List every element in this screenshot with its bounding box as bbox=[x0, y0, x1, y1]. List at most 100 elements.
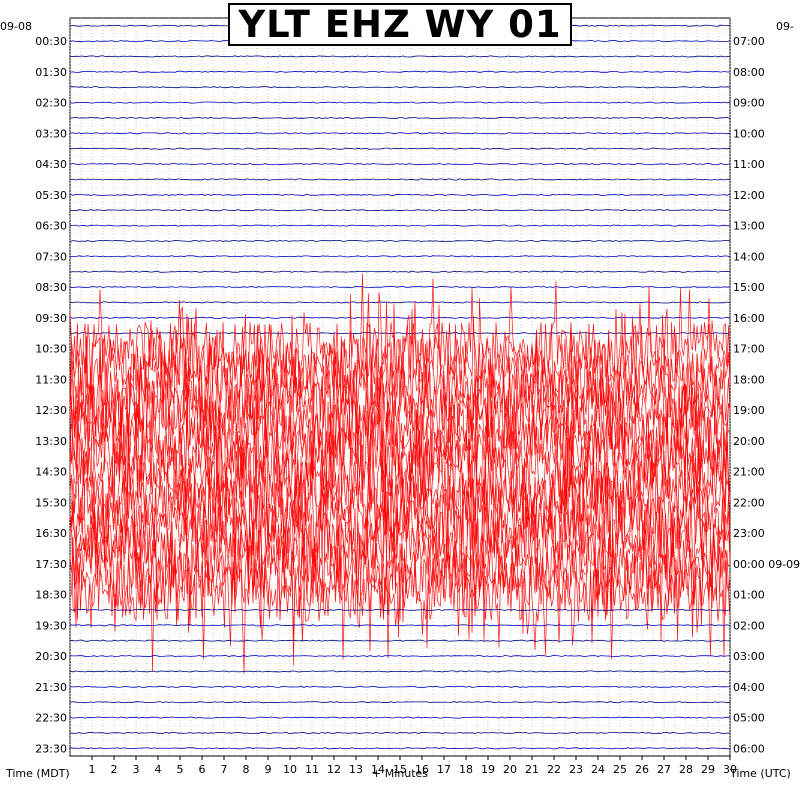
left-tick-label: 23:30 bbox=[35, 742, 67, 755]
right-tick-label: 13:00 bbox=[733, 220, 765, 233]
right-tick-label: 15:00 bbox=[733, 281, 765, 294]
trace-row bbox=[69, 270, 731, 273]
left-tick-label: 08:30 bbox=[35, 281, 67, 294]
trace-row bbox=[69, 301, 731, 304]
trace-row bbox=[69, 731, 731, 734]
trace-row bbox=[69, 608, 731, 611]
trace-row bbox=[69, 193, 731, 196]
left-tick-label: 18:30 bbox=[35, 589, 67, 602]
trace-row bbox=[69, 486, 731, 642]
trace-row bbox=[70, 209, 731, 212]
x-tick-label: 28 bbox=[679, 763, 693, 776]
trace-row bbox=[69, 670, 731, 673]
trace-row bbox=[69, 639, 731, 642]
left-tick-label: 14:30 bbox=[35, 466, 67, 479]
left-tick-label: 09:30 bbox=[35, 312, 67, 325]
x-tick-label: 9 bbox=[265, 763, 272, 776]
right-tick-label: 20:00 bbox=[733, 435, 765, 448]
right-time-ticks: 07:00 08:00 09:00 10:00 11:00 12:00 13:00 14:00… bbox=[733, 35, 800, 755]
start-date-left: 09-08 bbox=[0, 20, 32, 33]
left-tick-label: 06:30 bbox=[35, 220, 67, 233]
right-tick-label: 05:00 bbox=[733, 712, 765, 725]
left-tick-label: 01:30 bbox=[35, 66, 67, 79]
left-tick-label: 07:30 bbox=[35, 250, 67, 263]
x-axis-label: + Minutes bbox=[372, 767, 429, 780]
right-tick-label: 21:00 bbox=[733, 466, 765, 479]
left-tick-label: 12:30 bbox=[35, 404, 67, 417]
right-tick-label: 10:00 bbox=[733, 127, 765, 140]
trace-row bbox=[69, 391, 731, 552]
x-tick-label: 2 bbox=[111, 763, 118, 776]
trace-row bbox=[70, 685, 731, 688]
x-tick-label: 27 bbox=[657, 763, 671, 776]
x-tick-label: 25 bbox=[613, 763, 627, 776]
right-tick-label: 08:00 bbox=[733, 66, 765, 79]
left-tick-label: 15:30 bbox=[35, 496, 67, 509]
x-tick-label: 22 bbox=[547, 763, 561, 776]
left-tick-label: 04:30 bbox=[35, 158, 67, 171]
trace-row bbox=[69, 329, 731, 490]
x-tick-label: 11 bbox=[305, 763, 319, 776]
x-tick-label: 10 bbox=[283, 763, 297, 776]
x-tick-label: 14 bbox=[371, 763, 385, 776]
trace-row bbox=[69, 147, 731, 150]
left-tick-label: 11:30 bbox=[35, 373, 67, 386]
right-tick-label: 16:00 bbox=[733, 312, 765, 325]
right-tick-label: 07:00 bbox=[733, 35, 765, 48]
right-tick-label: 03:00 bbox=[733, 650, 765, 663]
x-tick-label: 1 bbox=[89, 763, 96, 776]
left-tick-label: 17:30 bbox=[35, 558, 67, 571]
trace-row bbox=[69, 502, 731, 660]
right-axis-label: Time (UTC) bbox=[730, 767, 791, 780]
left-axis-label: Time (MDT) bbox=[6, 767, 70, 780]
x-tick-label: 29 bbox=[701, 763, 715, 776]
right-tick-label: 11:00 bbox=[733, 158, 765, 171]
right-tick-label: 23:00 bbox=[733, 527, 765, 540]
trace-row bbox=[69, 116, 731, 119]
trace-row bbox=[69, 332, 731, 335]
right-tick-label: 12:00 bbox=[733, 189, 765, 202]
trace-row bbox=[69, 163, 731, 166]
trace-row bbox=[69, 514, 731, 675]
x-tick-label: 8 bbox=[243, 763, 250, 776]
right-tick-label: 02:00 bbox=[733, 619, 765, 632]
right-tick-label: 04:00 bbox=[733, 681, 765, 694]
left-time-ticks: 00:30 01:30 02:30 03:30 04:30 05:30 06:30 07:30… bbox=[35, 35, 67, 755]
x-tick-label: 20 bbox=[503, 763, 517, 776]
chart-title: YLT EHZ WY 01 bbox=[238, 3, 562, 46]
x-tick-label: 7 bbox=[221, 763, 228, 776]
trace-row bbox=[69, 321, 731, 476]
left-tick-label: 10:30 bbox=[35, 343, 67, 356]
right-tick-label: 00:00 09-09 bbox=[733, 558, 800, 571]
left-tick-label: 02:30 bbox=[35, 97, 67, 110]
trace-row bbox=[69, 255, 731, 258]
x-tick-label: 24 bbox=[591, 763, 605, 776]
trace-row bbox=[69, 364, 730, 521]
left-tick-label: 05:30 bbox=[35, 189, 67, 202]
trace-row bbox=[69, 286, 731, 289]
trace-row bbox=[69, 655, 730, 658]
x-tick-label: 5 bbox=[177, 763, 184, 776]
left-tick-label: 20:30 bbox=[35, 650, 67, 663]
left-tick-label: 13:30 bbox=[35, 435, 67, 448]
x-tick-label: 12 bbox=[327, 763, 341, 776]
x-tick-label: 15 bbox=[393, 763, 407, 776]
x-tick-label: 26 bbox=[635, 763, 649, 776]
trace-row bbox=[69, 86, 731, 89]
right-tick-label: 17:00 bbox=[733, 343, 765, 356]
x-tick-label: 18 bbox=[459, 763, 473, 776]
trace-row bbox=[69, 178, 731, 181]
right-tick-label: 14:00 bbox=[733, 250, 765, 263]
left-tick-label: 22:30 bbox=[35, 712, 67, 725]
trace-row bbox=[69, 701, 731, 704]
trace-row bbox=[69, 467, 731, 628]
right-tick-label: 01:00 bbox=[733, 589, 765, 602]
x-tick-label: 13 bbox=[349, 763, 363, 776]
left-tick-label: 00:30 bbox=[35, 35, 67, 48]
left-tick-label: 03:30 bbox=[35, 127, 67, 140]
left-tick-label: 19:30 bbox=[35, 619, 67, 632]
x-tick-label: 17 bbox=[437, 763, 451, 776]
left-tick-label: 16:30 bbox=[35, 527, 67, 540]
trace-row bbox=[69, 747, 731, 750]
